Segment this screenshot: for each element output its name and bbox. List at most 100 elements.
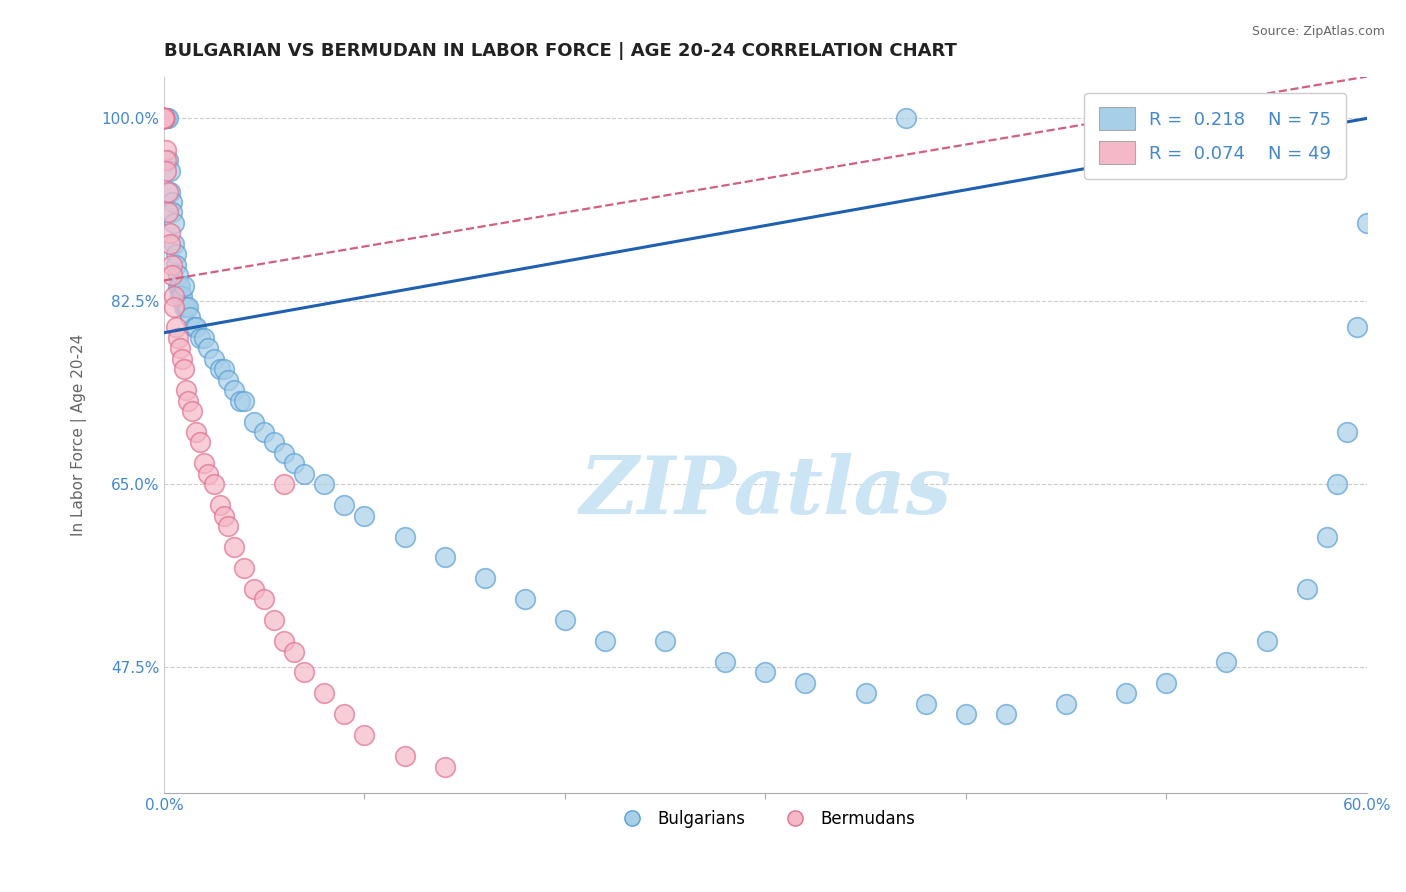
- Point: [159, 163, 181, 178]
- Point: [217, 373, 239, 387]
- Point: [955, 707, 977, 722]
- Point: [153, 112, 176, 126]
- Point: [174, 383, 197, 397]
- Point: [273, 446, 295, 460]
- Point: [209, 498, 232, 512]
- Point: [474, 571, 496, 585]
- Point: [153, 112, 176, 126]
- Point: [314, 686, 336, 700]
- Point: [333, 707, 356, 722]
- Point: [224, 383, 246, 397]
- Point: [188, 331, 211, 345]
- Point: [169, 289, 191, 303]
- Point: [163, 236, 186, 251]
- Point: [153, 112, 176, 126]
- Point: [1295, 582, 1317, 596]
- Point: [433, 550, 456, 565]
- Point: [155, 112, 177, 126]
- Point: [184, 320, 207, 334]
- Point: [209, 362, 232, 376]
- Point: [212, 362, 235, 376]
- Point: [794, 676, 817, 690]
- Point: [160, 268, 183, 283]
- Point: [165, 258, 187, 272]
- Point: [173, 300, 195, 314]
- Point: [184, 425, 207, 439]
- Point: [554, 613, 576, 627]
- Point: [894, 112, 917, 126]
- Point: [153, 112, 176, 126]
- Point: [177, 300, 200, 314]
- Point: [155, 153, 177, 168]
- Point: [163, 300, 186, 314]
- Point: [263, 613, 285, 627]
- Point: [263, 435, 285, 450]
- Point: [714, 655, 737, 669]
- Point: [253, 592, 276, 607]
- Point: [224, 540, 246, 554]
- Point: [253, 425, 276, 439]
- Point: [193, 456, 215, 470]
- Point: [159, 185, 181, 199]
- Point: [855, 686, 877, 700]
- Legend: Bulgarians, Bermudans: Bulgarians, Bermudans: [609, 803, 922, 834]
- Point: [353, 728, 375, 742]
- Point: [153, 112, 176, 126]
- Point: [314, 477, 336, 491]
- Point: [202, 477, 225, 491]
- Point: [159, 236, 181, 251]
- Point: [1326, 477, 1348, 491]
- Point: [243, 415, 266, 429]
- Point: [1346, 320, 1368, 334]
- Point: [1215, 655, 1237, 669]
- Point: [333, 498, 356, 512]
- Point: [160, 194, 183, 209]
- Point: [292, 665, 315, 680]
- Point: [188, 435, 211, 450]
- Text: Source: ZipAtlas.com: Source: ZipAtlas.com: [1251, 25, 1385, 38]
- Point: [183, 320, 205, 334]
- Point: [167, 268, 190, 283]
- Point: [754, 665, 776, 680]
- Point: [156, 153, 179, 168]
- Point: [160, 258, 183, 272]
- Point: [593, 634, 616, 648]
- Point: [1355, 216, 1378, 230]
- Point: [914, 697, 936, 711]
- Point: [1316, 530, 1339, 544]
- Point: [243, 582, 266, 596]
- Point: [193, 331, 215, 345]
- Point: [212, 508, 235, 523]
- Point: [202, 351, 225, 366]
- Point: [156, 112, 179, 126]
- Point: [169, 278, 191, 293]
- Point: [1256, 634, 1278, 648]
- Point: [170, 351, 193, 366]
- Point: [433, 759, 456, 773]
- Point: [173, 278, 195, 293]
- Point: [394, 749, 416, 764]
- Point: [292, 467, 315, 481]
- Point: [1156, 676, 1178, 690]
- Point: [1336, 425, 1358, 439]
- Point: [156, 185, 179, 199]
- Point: [994, 707, 1017, 722]
- Point: [163, 216, 186, 230]
- Point: [155, 163, 177, 178]
- Point: [353, 508, 375, 523]
- Point: [163, 289, 186, 303]
- Point: [165, 247, 187, 261]
- Point: [153, 112, 176, 126]
- Point: [167, 278, 190, 293]
- Point: [153, 112, 176, 126]
- Point: [229, 393, 252, 408]
- Text: BULGARIAN VS BERMUDAN IN LABOR FORCE | AGE 20-24 CORRELATION CHART: BULGARIAN VS BERMUDAN IN LABOR FORCE | A…: [165, 42, 957, 60]
- Point: [173, 362, 195, 376]
- Point: [283, 644, 305, 658]
- Point: [155, 143, 177, 157]
- Point: [170, 289, 193, 303]
- Point: [153, 112, 176, 126]
- Point: [197, 342, 219, 356]
- Point: [283, 456, 305, 470]
- Point: [1115, 686, 1137, 700]
